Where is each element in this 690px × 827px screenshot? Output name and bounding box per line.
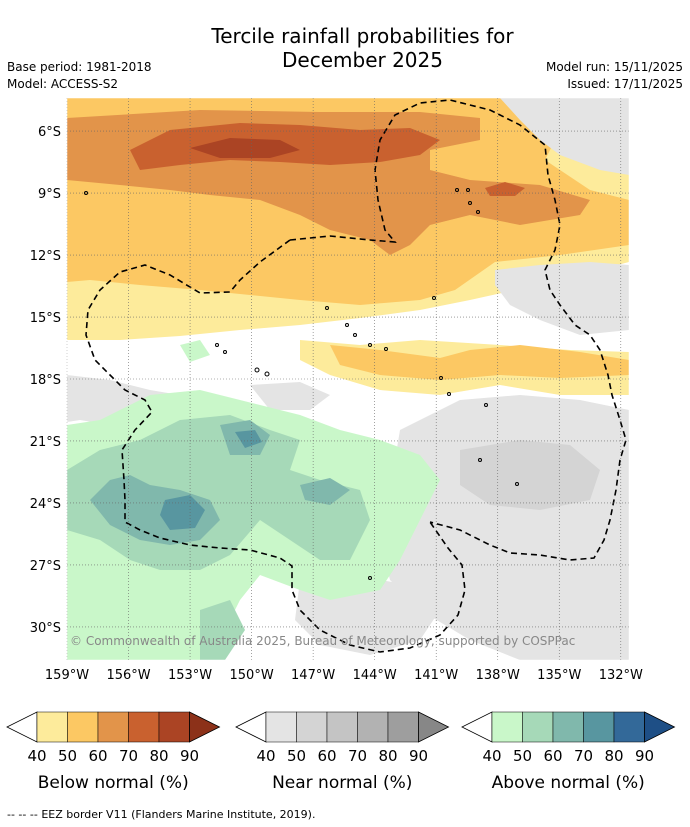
island-outlines (84, 188, 519, 580)
legend-tick-label: 70 (574, 747, 593, 765)
eez-legend: -- -- -- EEZ border V11 (Flanders Marine… (7, 808, 315, 821)
eez-border-french-polynesia (289, 99, 627, 561)
lat-tick-label: 18°S (30, 373, 61, 388)
near-normal-ne (500, 98, 629, 175)
legend-tick-label: 50 (513, 747, 532, 765)
near-normal-mid (250, 382, 330, 410)
legend-title: Near normal (%) (272, 773, 412, 793)
lon-tick-label: 132°W (599, 668, 643, 683)
model-run-date: Model run: 15/11/2025 (545, 60, 683, 74)
legend-tick-label: 90 (409, 747, 428, 765)
lat-tick-label: 12°S (30, 249, 61, 264)
legend-tick-label: 70 (348, 747, 367, 765)
legend-tick-label: 70 (119, 747, 138, 765)
lon-tick-label: 147°W (291, 668, 335, 683)
model-name: Model: ACCESS-S2 (7, 77, 119, 91)
legend-swatch (326, 711, 358, 743)
legend-swatch (128, 711, 160, 743)
below-50-region-south (330, 345, 629, 380)
lat-tick-label: 21°S (30, 435, 61, 450)
above-60-region-east (300, 478, 350, 505)
lon-tick-label: 156°W (106, 668, 150, 683)
legend-high-arrow (418, 711, 450, 743)
legend-tick-label: 60 (88, 747, 107, 765)
above-40-patch (180, 340, 210, 362)
chart-title: Tercile rainfall probabilities for Decem… (145, 24, 580, 72)
lon-tick-label: 153°W (168, 668, 212, 683)
legend-swatch (583, 711, 615, 743)
legend-near: 40 50 60 70 80 90 Near normal (%) (235, 711, 450, 793)
lon-tick-label: 159°W (45, 668, 89, 683)
gridlines (66, 98, 629, 660)
title-line-2: December 2025 (282, 48, 443, 72)
legend-high-arrow (644, 711, 676, 743)
legend-tick-label: 90 (635, 747, 654, 765)
above-70-region-north (235, 430, 262, 448)
legend-tick-label: 80 (604, 747, 623, 765)
legend-swatch (158, 711, 190, 743)
legend-tick-label: 50 (58, 747, 77, 765)
legend-swatch (97, 711, 129, 743)
longitude-axis: 159°W 156°W 153°W 150°W 147°W 144°W 141°W 138°W… (45, 668, 643, 683)
lat-tick-label: 30°S (30, 621, 61, 636)
legend-high-arrow (189, 711, 221, 743)
legend-above: 40 50 60 70 80 90 Above normal (%) (461, 711, 676, 793)
lon-tick-label: 138°W (476, 668, 520, 683)
legend-tick-label: 90 (180, 747, 199, 765)
legend-tick-label: 40 (256, 747, 275, 765)
legend-tick-label: 60 (317, 747, 336, 765)
latitude-axis: 6°S 9°S 12°S 15°S 18°S 21°S 24°S 27°S 30°S (30, 125, 61, 636)
run-info-left: Base period: 1981-2018 Model: ACCESS-S2 (7, 59, 152, 93)
above-70-region (160, 495, 205, 530)
lon-tick-label: 144°W (353, 668, 397, 683)
eez-borders (85, 99, 627, 653)
lon-tick-label: 150°W (230, 668, 274, 683)
legend-below: 40 50 60 70 80 90 Below normal (%) (6, 711, 221, 793)
legend-tick-label: 40 (482, 747, 501, 765)
legend-tick-label: 40 (27, 747, 46, 765)
colorbar-legends: 40 50 60 70 80 90 Below normal (%) 40 50 60 70 80 90… (6, 711, 676, 793)
legend-swatch (67, 711, 99, 743)
eez-label: EEZ border V11 (Flanders Marine Institut… (41, 808, 316, 821)
below-80-region (190, 138, 300, 158)
title-line-1: Tercile rainfall probabilities for (211, 24, 514, 48)
legend-swatch (491, 711, 523, 743)
legend-swatch (296, 711, 328, 743)
below-70-region-east (485, 182, 525, 196)
legend-title: Above normal (%) (492, 773, 645, 793)
legend-tick-label: 60 (543, 747, 562, 765)
above-50-patch-south (200, 600, 245, 660)
legend-tick-label: 80 (149, 747, 168, 765)
lon-tick-label: 135°W (537, 668, 581, 683)
legend-swatch (265, 711, 297, 743)
lat-tick-label: 6°S (38, 125, 61, 140)
base-period: Base period: 1981-2018 (7, 60, 152, 74)
lon-tick-label: 141°W (414, 668, 458, 683)
legend-title: Below normal (%) (38, 773, 189, 793)
legend-swatch (613, 711, 645, 743)
eez-symbol: -- -- -- (7, 808, 38, 821)
legend-swatch (387, 711, 419, 743)
lat-tick-label: 15°S (30, 311, 61, 326)
legend-low-arrow (6, 711, 38, 743)
lat-tick-label: 9°S (38, 187, 61, 202)
legend-swatch (552, 711, 584, 743)
copyright-notice: © Commonwealth of Australia 2025, Bureau… (70, 634, 575, 648)
lat-tick-label: 24°S (30, 497, 61, 512)
issued-date: Issued: 17/11/2025 (567, 77, 683, 91)
legend-swatch (357, 711, 389, 743)
legend-tick-label: 80 (378, 747, 397, 765)
lat-tick-label: 27°S (30, 559, 61, 574)
legend-low-arrow (235, 711, 267, 743)
legend-tick-label: 50 (287, 747, 306, 765)
legend-swatch (522, 711, 554, 743)
near-normal-se-core (460, 440, 600, 510)
run-info-right: Model run: 15/11/2025 Issued: 17/11/2025 (546, 59, 683, 93)
map-frame (66, 97, 630, 661)
legend-low-arrow (461, 711, 493, 743)
eez-border-cook-islands (85, 239, 466, 653)
legend-swatch (36, 711, 68, 743)
